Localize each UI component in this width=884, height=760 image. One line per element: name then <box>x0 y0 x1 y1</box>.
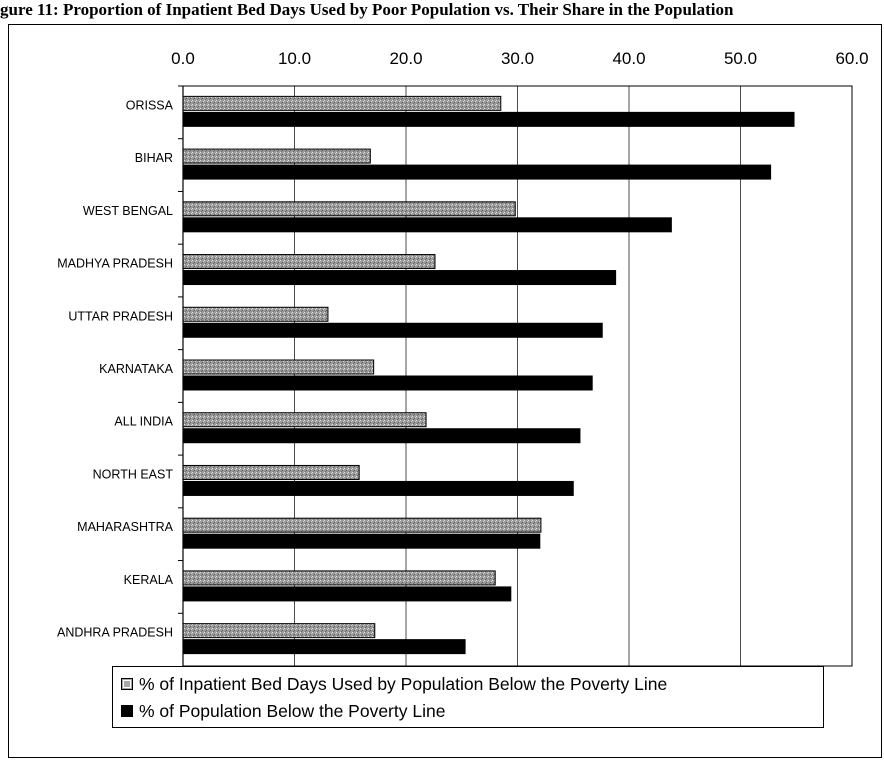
x-tick-label: 0.0 <box>171 49 195 68</box>
bar-population <box>183 640 465 654</box>
x-tick-label: 10.0 <box>278 49 311 68</box>
legend-swatch-light <box>121 678 133 690</box>
bar-inpatient <box>183 413 426 427</box>
x-tick-label: 50.0 <box>724 49 757 68</box>
category-label: ORISSA <box>126 98 174 112</box>
category-label: UTTAR PRADESH <box>68 309 173 323</box>
x-tick-label: 20.0 <box>389 49 422 68</box>
category-label: ALL INDIA <box>114 415 173 429</box>
x-tick-label: 40.0 <box>612 49 645 68</box>
legend-label-population: % of Population Below the Poverty Line <box>139 701 445 722</box>
bar-inpatient <box>183 624 375 638</box>
legend-item-inpatient: % of Inpatient Bed Days Used by Populati… <box>121 671 667 697</box>
bar-inpatient <box>183 465 359 479</box>
bar-population <box>183 429 580 443</box>
bar-inpatient <box>183 360 374 374</box>
bar-population <box>183 271 616 285</box>
bar-inpatient <box>183 518 541 532</box>
x-tick-label: 30.0 <box>501 49 534 68</box>
bar-inpatient <box>183 255 435 269</box>
category-label: MADHYA PRADESH <box>57 257 173 271</box>
legend-item-population: % of Population Below the Poverty Line <box>121 698 445 724</box>
bar-population <box>183 323 602 337</box>
bar-population <box>183 165 771 179</box>
bar-population <box>183 587 511 601</box>
bar-inpatient <box>183 96 501 110</box>
bar-inpatient <box>183 149 370 163</box>
category-label: MAHARASHTRA <box>77 520 174 534</box>
category-label: WEST BENGAL <box>83 204 173 218</box>
bar-inpatient <box>183 307 328 321</box>
bar-population <box>183 112 794 126</box>
x-tick-label: 60.0 <box>835 49 868 68</box>
category-label: BIHAR <box>135 151 173 165</box>
bar-population <box>183 376 592 390</box>
bar-inpatient <box>183 202 515 216</box>
bar-population <box>183 481 573 495</box>
bar-population <box>183 218 671 232</box>
bar-population <box>183 534 540 548</box>
category-label: ANDHRA PRADESH <box>57 626 173 640</box>
category-label: KARNATAKA <box>99 362 174 376</box>
category-label: KERALA <box>124 573 174 587</box>
chart-legend: % of Inpatient Bed Days Used by Populati… <box>112 666 824 728</box>
bar-inpatient <box>183 571 495 585</box>
legend-swatch-dark <box>121 705 133 717</box>
category-label: NORTH EAST <box>93 467 174 481</box>
legend-label-inpatient: % of Inpatient Bed Days Used by Populati… <box>139 674 667 695</box>
